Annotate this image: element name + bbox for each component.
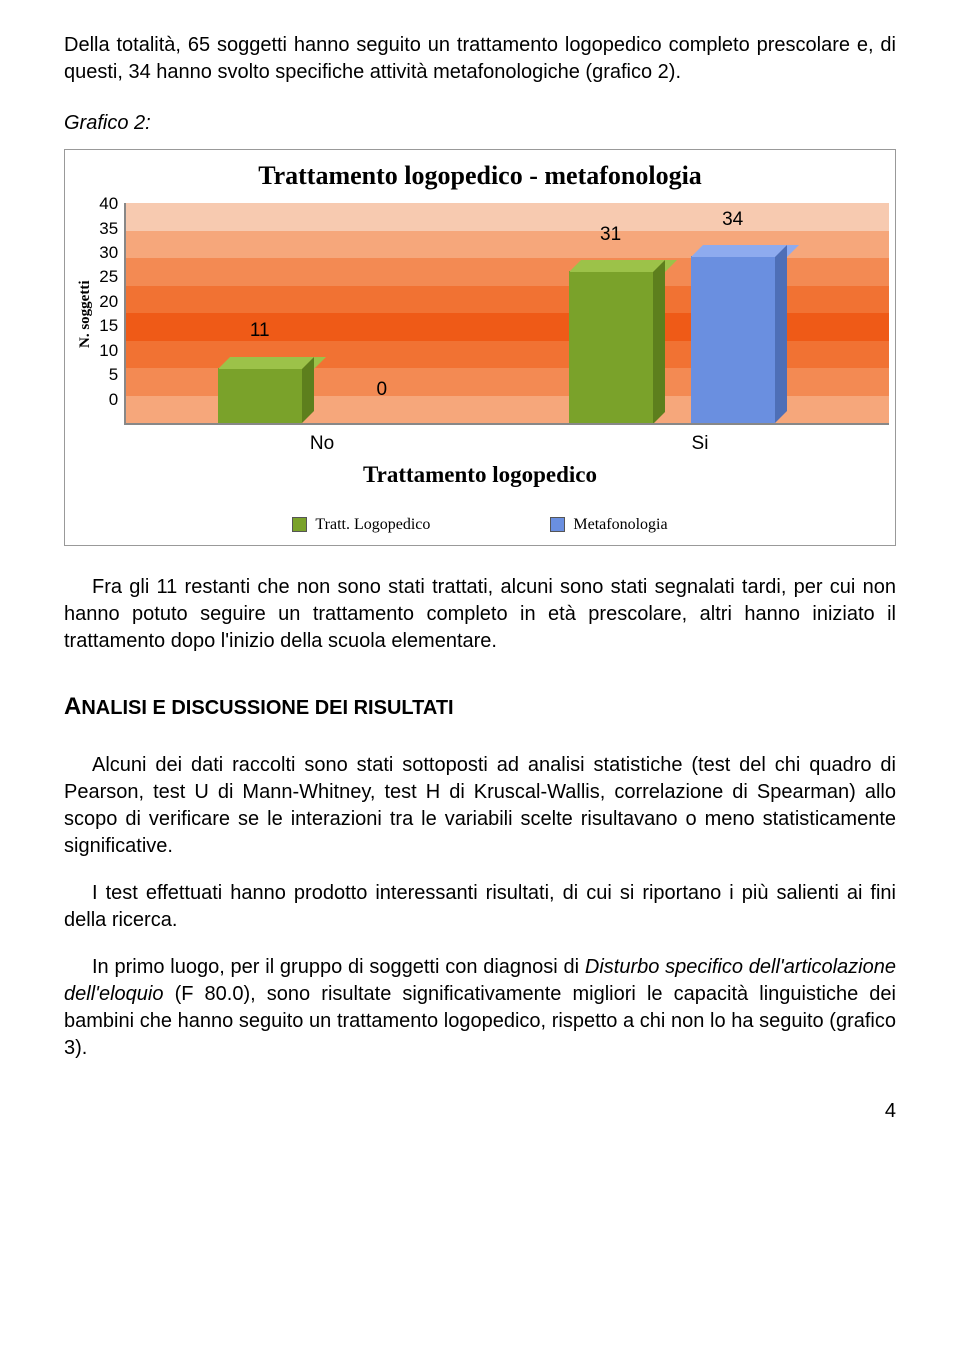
legend-swatch-icon <box>550 517 565 532</box>
grid-band <box>126 203 889 231</box>
heading-initial: A <box>64 693 81 720</box>
bar-value-label: 31 <box>600 222 621 248</box>
bar-value-label: 11 <box>250 318 270 344</box>
legend-item-tratt: Tratt. Logopedico <box>292 514 430 536</box>
x-tick: Si <box>511 425 889 457</box>
para-3: In primo luogo, per il gruppo di soggett… <box>64 954 896 1062</box>
y-tick: 0 <box>99 391 118 415</box>
x-axis-label: Trattamento logopedico <box>71 459 889 490</box>
grafico-label: Grafico 2: <box>64 110 896 137</box>
y-tick: 20 <box>99 293 118 317</box>
page: Della totalità, 65 soggetti hanno seguit… <box>0 0 960 1173</box>
bar-value-label: 34 <box>722 207 743 233</box>
after-chart-paragraph: Fra gli 11 restanti che non sono stati t… <box>64 574 896 655</box>
y-tick: 10 <box>99 342 118 366</box>
bar-tratt: 31 <box>569 272 653 424</box>
bar-tratt: 11 <box>218 369 302 423</box>
plot-area: 1103134 <box>124 203 889 425</box>
bar-meta: 34 <box>691 257 775 423</box>
chart-legend: Tratt. Logopedico Metafonologia <box>71 514 889 540</box>
para-3-pre: In primo luogo, per il gruppo di soggett… <box>92 956 585 978</box>
legend-swatch-icon <box>292 517 307 532</box>
y-axis-label: N. soggetti <box>71 203 99 425</box>
x-tick: No <box>133 425 511 457</box>
x-axis-ticks: NoSi <box>133 425 889 457</box>
section-heading: ANALISI E DISCUSSIONE DEI RISULTATI <box>64 691 896 723</box>
y-tick: 40 <box>99 195 118 219</box>
chart-title: Trattamento logopedico - metafonologia <box>71 158 889 193</box>
para-2: I test effettuati hanno prodotto interes… <box>64 880 896 934</box>
y-tick: 5 <box>99 366 118 390</box>
para-3-post: (F 80.0), sono risultate significativame… <box>64 983 896 1059</box>
legend-label: Tratt. Logopedico <box>315 514 430 536</box>
para-1: Alcuni dei dati raccolti sono stati sott… <box>64 752 896 860</box>
y-tick: 35 <box>99 220 118 244</box>
legend-item-meta: Metafonologia <box>550 514 667 536</box>
grid-band <box>126 423 889 425</box>
intro-paragraph: Della totalità, 65 soggetti hanno seguit… <box>64 32 896 86</box>
y-tick: 30 <box>99 244 118 268</box>
y-tick: 15 <box>99 317 118 341</box>
heading-rest: NALISI E DISCUSSIONE DEI RISULTATI <box>81 697 453 719</box>
bar-value-label: 0 <box>376 377 387 403</box>
legend-label: Metafonologia <box>573 514 667 536</box>
page-number: 4 <box>64 1098 896 1125</box>
chart-frame: Trattamento logopedico - metafonologia N… <box>64 149 896 546</box>
bar-meta: 0 <box>340 422 424 423</box>
plot-row: N. soggetti 4035302520151050 1103134 <box>71 203 889 425</box>
y-tick: 25 <box>99 268 118 292</box>
y-axis-ticks: 4035302520151050 <box>99 203 124 425</box>
